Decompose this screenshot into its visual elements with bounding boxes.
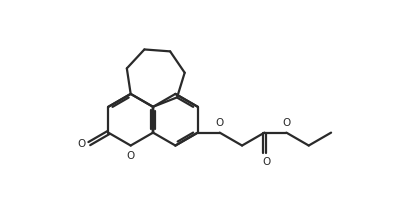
Text: O: O <box>282 118 290 128</box>
Text: O: O <box>216 118 224 128</box>
Text: O: O <box>127 151 135 161</box>
Text: O: O <box>77 139 86 149</box>
Text: O: O <box>262 157 270 167</box>
